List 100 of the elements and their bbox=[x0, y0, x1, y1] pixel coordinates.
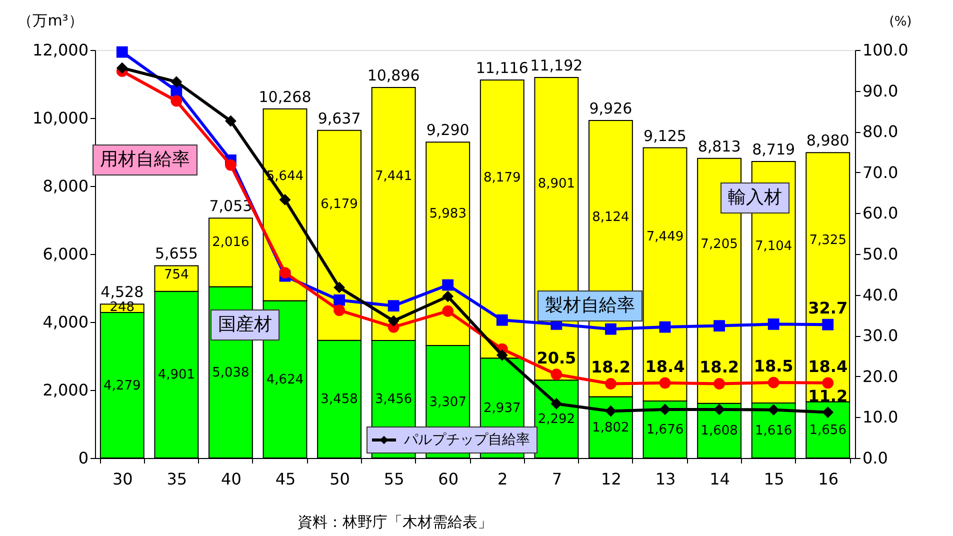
y2-tick-label: 100.0 bbox=[862, 40, 908, 60]
total-label: 8,980 bbox=[806, 132, 850, 150]
data-label: 3,458 bbox=[320, 392, 358, 408]
y-tick-label: 4,000 bbox=[42, 312, 88, 332]
x-tick-label: 7 bbox=[552, 470, 562, 488]
total-label: 8,813 bbox=[698, 137, 741, 156]
y-axis-title: （万m³） bbox=[18, 12, 84, 30]
total-label: 11,116 bbox=[476, 59, 528, 78]
total-label: 8,719 bbox=[752, 140, 796, 159]
series-label: 用材自給率 bbox=[100, 149, 190, 170]
point bbox=[768, 318, 780, 330]
data-label: 1,608 bbox=[700, 424, 738, 439]
point bbox=[659, 377, 671, 389]
y2-tick-label: 80.0 bbox=[862, 122, 898, 142]
data-label: 1,802 bbox=[592, 420, 630, 436]
series-label: 国産材 bbox=[218, 314, 272, 335]
y2-tick-label: 0.0 bbox=[862, 448, 888, 468]
point bbox=[496, 314, 508, 326]
legend-label: パルプチップ自給率 bbox=[403, 432, 530, 448]
point bbox=[714, 320, 725, 332]
data-label: 4,279 bbox=[104, 378, 141, 394]
data-label: 18.2 bbox=[590, 358, 630, 377]
y2-tick-label: 60.0 bbox=[862, 204, 898, 223]
point bbox=[388, 300, 400, 312]
point bbox=[822, 377, 834, 389]
total-label: 10,268 bbox=[258, 88, 312, 106]
data-label: 5,983 bbox=[429, 206, 466, 222]
point bbox=[170, 76, 182, 88]
data-label: 1,656 bbox=[809, 422, 846, 438]
y-tick-label: 8,000 bbox=[42, 176, 88, 196]
y2-tick-label: 40.0 bbox=[862, 285, 898, 304]
data-label: 8,124 bbox=[592, 210, 630, 226]
total-label: 9,926 bbox=[589, 100, 632, 118]
point bbox=[605, 405, 616, 417]
data-label: 6,179 bbox=[320, 196, 358, 212]
data-label: 32.7 bbox=[808, 298, 848, 318]
point bbox=[334, 304, 345, 316]
text: 資料：林野庁「木材需給表」 bbox=[298, 513, 492, 531]
y2-tick-label: 20.0 bbox=[862, 366, 898, 386]
data-label: 18.4 bbox=[645, 356, 685, 376]
data-label: 7,104 bbox=[754, 239, 792, 254]
data-label: 1,616 bbox=[754, 424, 792, 439]
total-label: 11,192 bbox=[530, 56, 583, 74]
data-label: 7,441 bbox=[374, 169, 412, 184]
data-label: 3,307 bbox=[429, 394, 466, 410]
data-label: 5,038 bbox=[212, 365, 250, 380]
data-label: 8,901 bbox=[538, 176, 576, 192]
x-tick-label: 14 bbox=[710, 470, 730, 488]
x-tick-label: 35 bbox=[166, 470, 188, 488]
total-label: 10,896 bbox=[367, 66, 420, 84]
point bbox=[768, 376, 780, 388]
y2-tick-label: 30.0 bbox=[862, 326, 898, 346]
x-tick-label: 45 bbox=[275, 470, 296, 488]
data-label: 2,937 bbox=[484, 401, 521, 416]
x-tick-label: 60 bbox=[438, 470, 459, 488]
x-tick-label: 50 bbox=[330, 470, 350, 488]
data-label: 4,901 bbox=[158, 368, 196, 383]
data-label: 4,624 bbox=[266, 372, 304, 388]
x-tick-label: 55 bbox=[384, 470, 404, 488]
data-label: 7,449 bbox=[646, 229, 684, 244]
total-label: 9,125 bbox=[644, 126, 686, 145]
point bbox=[334, 294, 345, 306]
x-tick-label: 40 bbox=[221, 470, 242, 488]
y-tick-label: 10,000 bbox=[32, 108, 88, 128]
point bbox=[714, 404, 725, 416]
point bbox=[496, 349, 508, 361]
point bbox=[822, 406, 834, 418]
y-tick-label: 12,000 bbox=[32, 40, 88, 60]
point bbox=[225, 159, 236, 171]
data-label: 7,205 bbox=[700, 237, 738, 252]
y-tick-label: 2,000 bbox=[42, 380, 88, 400]
data-label: 18.4 bbox=[808, 356, 848, 376]
point bbox=[279, 194, 291, 206]
point bbox=[225, 115, 236, 127]
point bbox=[442, 305, 454, 317]
y2-axis-title: (%) bbox=[889, 14, 912, 30]
data-label: 11.2 bbox=[808, 386, 848, 406]
data-label: 7,325 bbox=[809, 232, 846, 248]
x-tick-label: 13 bbox=[655, 470, 676, 488]
y-tick-label: 6,000 bbox=[42, 244, 88, 264]
y2-tick-label: 10.0 bbox=[862, 408, 898, 427]
y-tick-label: 0 bbox=[78, 448, 88, 468]
total-label: 9,637 bbox=[318, 109, 361, 128]
data-label: 20.5 bbox=[536, 348, 576, 368]
point bbox=[116, 46, 128, 58]
data-label: 1,676 bbox=[646, 422, 684, 438]
point bbox=[334, 282, 345, 294]
point bbox=[605, 378, 616, 390]
total-label: 9,290 bbox=[426, 121, 470, 140]
x-tick-label: 15 bbox=[764, 470, 784, 488]
data-label: 754 bbox=[164, 268, 189, 283]
point bbox=[550, 398, 562, 410]
y2-tick-label: 90.0 bbox=[862, 81, 898, 100]
point bbox=[116, 62, 128, 74]
point bbox=[388, 315, 400, 327]
data-label: 18.5 bbox=[754, 356, 794, 376]
total-label: 5,655 bbox=[154, 244, 198, 263]
x-tick-label: 30 bbox=[112, 470, 133, 488]
series-label: 輸入材 bbox=[728, 187, 782, 208]
point bbox=[659, 404, 671, 416]
